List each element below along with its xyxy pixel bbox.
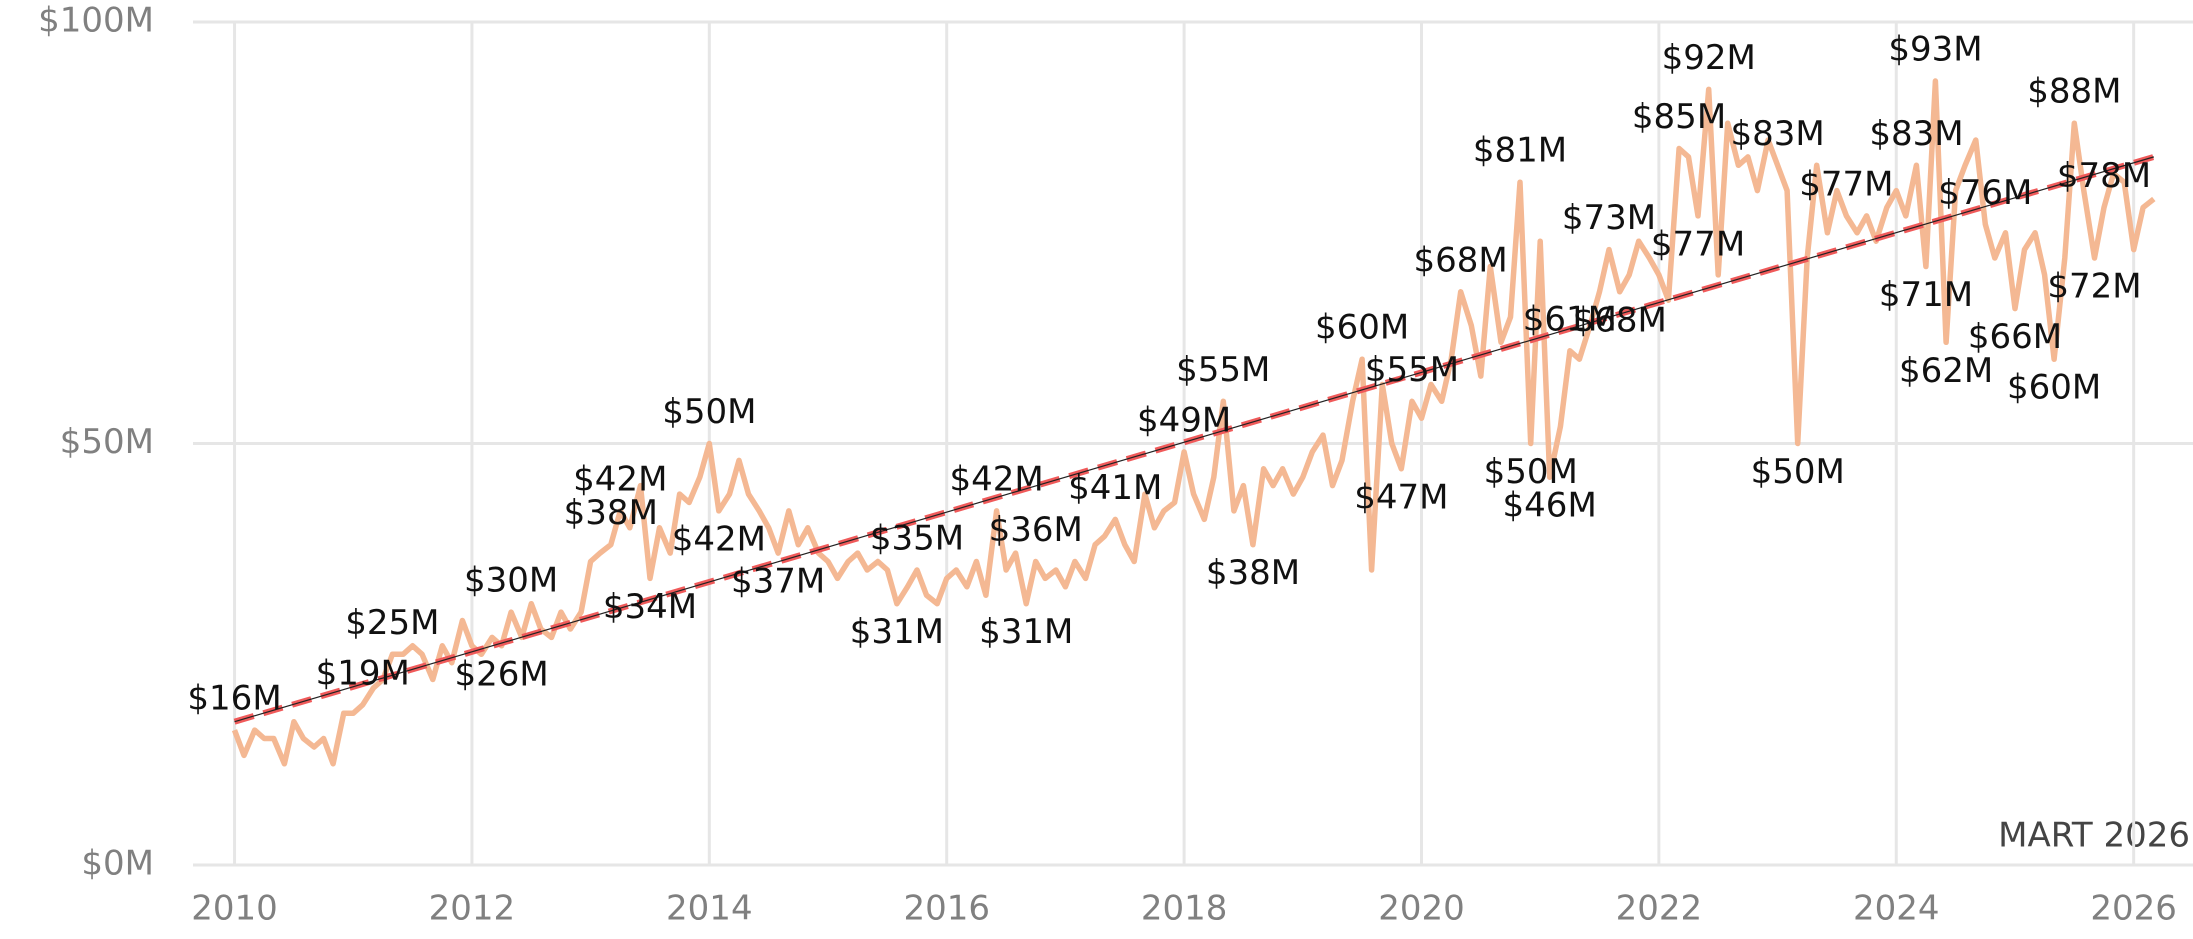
data-label: $50M [1751, 452, 1845, 492]
x-tick-label: 2026 [2090, 889, 2177, 929]
x-tick-label: 2014 [666, 889, 753, 929]
data-label: $83M [1869, 114, 1963, 154]
data-label: $73M [1562, 198, 1656, 238]
data-label: $68M [1573, 300, 1667, 340]
data-label: $31M [850, 612, 944, 652]
data-label: $77M [1799, 164, 1893, 204]
data-label: $60M [2007, 368, 2101, 408]
x-tick-label: 2016 [903, 889, 990, 929]
x-tick-label: 2022 [1616, 889, 1703, 929]
data-label: $72M [2047, 267, 2141, 307]
data-label: $46M [1503, 486, 1597, 526]
data-label: $34M [603, 587, 697, 627]
data-label: $88M [2027, 72, 2121, 112]
annotation: MART 2026 [1998, 816, 2190, 856]
data-label: $62M [1899, 351, 1993, 391]
data-label: $71M [1879, 275, 1973, 315]
data-label: $26M [454, 654, 548, 694]
data-label: $55M [1176, 350, 1270, 390]
data-label: $37M [731, 562, 825, 602]
data-label: $42M [949, 459, 1043, 499]
data-label: $85M [1632, 97, 1726, 137]
data-label: $31M [979, 612, 1073, 652]
data-label: $93M [1888, 30, 1982, 70]
x-tick-label: 2020 [1378, 889, 1465, 929]
data-label: $83M [1730, 114, 1824, 154]
data-label: $42M [573, 459, 667, 499]
data-label: $50M [1484, 452, 1578, 492]
x-tick-label: 2010 [191, 889, 278, 929]
data-label: $77M [1651, 224, 1745, 264]
data-label: $19M [316, 653, 410, 693]
data-label: $50M [662, 392, 756, 432]
data-label: $60M [1315, 308, 1409, 348]
data-label: $55M [1365, 350, 1459, 390]
x-tick-label: 2024 [1853, 889, 1940, 929]
x-tick-label: 2018 [1141, 889, 1228, 929]
data-label: $36M [989, 510, 1083, 550]
y-tick-label: $100M [38, 1, 154, 41]
data-label: $42M [672, 519, 766, 559]
x-tick-label: 2012 [429, 889, 516, 929]
data-label: $49M [1137, 400, 1231, 440]
data-label: $47M [1354, 477, 1448, 517]
data-label: $16M [187, 679, 281, 719]
data-label: $92M [1662, 38, 1756, 78]
data-label: $78M [2057, 156, 2151, 196]
data-label: $76M [1938, 173, 2032, 213]
trend-line-thin [234, 156, 2154, 723]
data-label: $61M [1523, 299, 1617, 339]
y-tick-label: $0M [81, 844, 154, 884]
data-label: $38M [1206, 553, 1300, 593]
data-label: $81M [1473, 131, 1567, 171]
data-label: $35M [870, 518, 964, 558]
data-label: $38M [564, 493, 658, 533]
data-label: $25M [345, 603, 439, 643]
y-tick-label: $50M [60, 422, 154, 462]
data-label: $30M [464, 561, 558, 601]
data-label: $66M [1968, 317, 2062, 357]
data-label: $41M [1068, 468, 1162, 508]
data-label: $68M [1414, 240, 1508, 280]
